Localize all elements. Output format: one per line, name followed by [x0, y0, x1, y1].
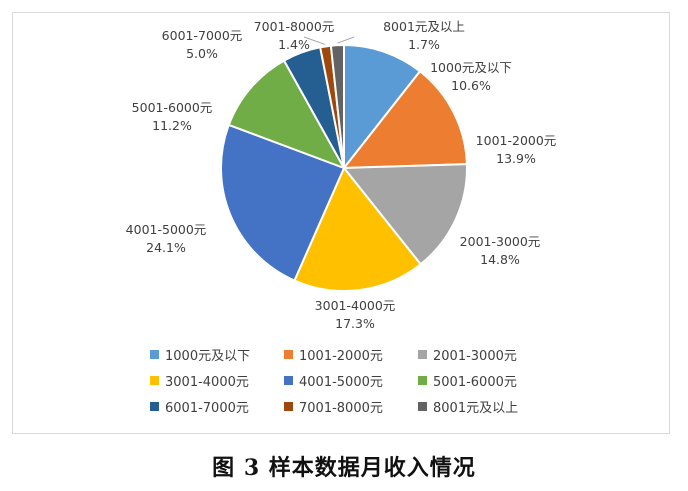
pie-slice-2 — [341, 163, 468, 266]
slice-category-label-4: 4001-5000元 — [126, 222, 207, 237]
legend-label: 6001-7000元 — [165, 400, 249, 416]
legend-row: 1000元及以下 1001-2000元 2001-3000元 — [150, 341, 570, 367]
legend-swatch — [284, 349, 293, 359]
legend-label: 1000元及以下 — [165, 348, 251, 364]
slice-category-label-0: 1000元及以下 — [430, 60, 512, 75]
pie-slice-3 — [293, 166, 423, 292]
legend-label: 8001元及以上 — [433, 400, 519, 416]
slice-category-label-2: 2001-3000元 — [460, 234, 541, 249]
slice-value-label-8: 1.7% — [408, 37, 440, 52]
legend-label: 3001-4000元 — [165, 374, 249, 390]
legend-row: 3001-4000元 4001-5000元 5001-6000元 — [150, 367, 570, 393]
legend-item-7: 7001-8000元 — [284, 397, 418, 416]
legend-row: 6001-7000元 7001-8000元 8001元及以上 — [150, 393, 570, 419]
slice-category-label-7: 7001-8000元 — [254, 19, 335, 34]
pie-slice-1 — [341, 69, 468, 170]
slice-value-label-7: 1.4% — [278, 37, 310, 52]
pie-slice-5 — [227, 59, 347, 170]
legend-swatch — [150, 349, 159, 359]
slice-value-label-4: 24.1% — [146, 240, 186, 255]
slice-category-label-3: 3001-4000元 — [315, 298, 396, 313]
legend-swatch — [150, 375, 159, 385]
legend-item-0: 1000元及以下 — [150, 345, 284, 364]
slice-category-label-1: 1001-2000元 — [476, 133, 557, 148]
legend-item-4: 4001-5000元 — [284, 371, 418, 390]
legend-swatch — [284, 401, 293, 411]
legend-swatch — [418, 401, 427, 411]
legend: 1000元及以下 1001-2000元 2001-3000元 3001-4000… — [150, 341, 570, 419]
slice-category-label-6: 6001-7000元 — [162, 28, 243, 43]
legend-item-5: 5001-6000元 — [418, 371, 552, 390]
legend-swatch — [284, 375, 293, 385]
legend-item-3: 3001-4000元 — [150, 371, 284, 390]
legend-item-1: 1001-2000元 — [284, 345, 418, 364]
legend-item-2: 2001-3000元 — [418, 345, 552, 364]
slice-value-label-1: 13.9% — [496, 151, 536, 166]
pie-slice-4 — [220, 123, 346, 282]
slice-category-label-5: 5001-6000元 — [132, 100, 213, 115]
leader-line-8 — [337, 36, 355, 44]
pie-slice-8 — [329, 43, 345, 169]
slice-category-label-8: 8001元及以上 — [383, 19, 465, 34]
legend-swatch — [418, 375, 427, 385]
legend-item-6: 6001-7000元 — [150, 397, 284, 416]
pie-chart: 1000元及以下 10.6% 1001-2000元 13.9% 2001-3000元 14… — [126, 19, 557, 331]
slice-value-label-3: 17.3% — [335, 316, 375, 331]
legend-label: 1001-2000元 — [299, 348, 383, 364]
slice-value-label-0: 10.6% — [451, 78, 491, 93]
legend-label: 5001-6000元 — [433, 374, 517, 390]
legend-swatch — [150, 401, 159, 411]
figure-caption: 图 3 样本数据月收入情况 — [212, 455, 476, 481]
slice-value-label-5: 11.2% — [152, 118, 192, 133]
legend-item-8: 8001元及以上 — [418, 397, 552, 416]
leader-line-7 — [303, 36, 326, 45]
legend-swatch — [418, 349, 427, 359]
pie-slice-0 — [343, 43, 422, 171]
slice-value-label-2: 14.8% — [480, 252, 520, 267]
slice-value-label-6: 5.0% — [186, 46, 218, 61]
legend-label: 2001-3000元 — [433, 348, 517, 364]
legend-label: 7001-8000元 — [299, 400, 383, 416]
legend-label: 4001-5000元 — [299, 374, 383, 390]
